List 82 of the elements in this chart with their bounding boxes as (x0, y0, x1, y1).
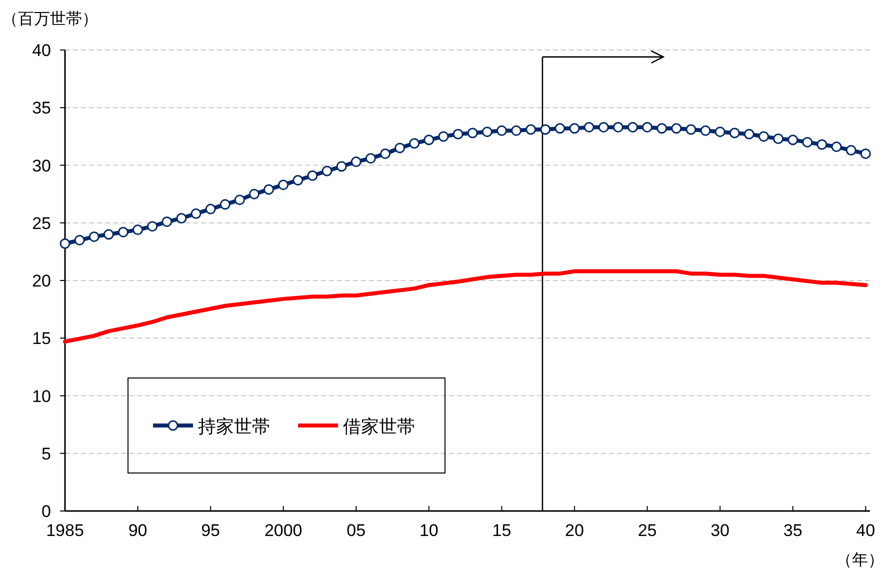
point (642, 122, 653, 132)
point (467, 128, 478, 138)
point (365, 153, 376, 164)
point (612, 122, 624, 132)
legend-label: 持家世帯 (198, 416, 270, 436)
y-tick-label: 15 (32, 329, 51, 348)
x-tick-label: 20 (565, 521, 584, 540)
point (147, 221, 158, 232)
point (190, 208, 202, 219)
point (264, 184, 274, 195)
point (205, 204, 216, 214)
point (322, 166, 332, 176)
point (88, 231, 100, 242)
point (74, 234, 85, 246)
x-tick-label: 10 (419, 521, 438, 540)
x-tick-label: 25 (638, 521, 657, 540)
x-tick-label: 40 (856, 521, 876, 540)
point (758, 131, 769, 142)
point (220, 199, 230, 210)
point (511, 125, 522, 136)
point (162, 216, 172, 227)
legend-label: 借家世帯 (343, 416, 415, 436)
point (350, 156, 362, 168)
point (802, 136, 813, 148)
point (773, 133, 784, 144)
point (438, 131, 449, 142)
point (656, 123, 668, 134)
point (452, 128, 464, 140)
point (496, 125, 507, 136)
point (671, 123, 682, 134)
point (846, 145, 856, 156)
point (248, 188, 260, 200)
y-tick-label: 35 (32, 98, 51, 118)
point (700, 125, 711, 136)
point (118, 226, 128, 238)
point (554, 123, 566, 134)
y-tick-label: 10 (32, 386, 51, 406)
point (686, 124, 696, 135)
point (729, 128, 740, 138)
point (292, 174, 304, 186)
point (176, 213, 187, 224)
point (816, 139, 828, 150)
point (234, 194, 245, 206)
y-tick-label: 25 (32, 214, 51, 233)
point (60, 238, 70, 249)
point (584, 122, 594, 132)
point (103, 229, 114, 240)
point (424, 134, 434, 146)
point (526, 124, 536, 135)
point (132, 224, 144, 236)
y-tick-label: 5 (42, 444, 51, 464)
point (714, 126, 726, 138)
y-tick-label: 30 (32, 156, 51, 176)
x-tick-label: 95 (201, 521, 220, 540)
point (380, 148, 391, 159)
point (540, 124, 551, 135)
point (409, 138, 420, 149)
point (278, 180, 289, 190)
point (307, 170, 318, 181)
x-tick-label: 05 (346, 521, 366, 540)
point (336, 161, 347, 172)
x-tick-label: 30 (710, 521, 730, 540)
point (831, 142, 842, 152)
y-tick-label: 0 (42, 502, 51, 521)
x-tick-label: 15 (492, 521, 512, 540)
point (627, 122, 638, 132)
point (394, 142, 406, 154)
y-tick-label: 40 (32, 41, 51, 60)
line-series (63, 269, 868, 344)
point (569, 123, 580, 134)
point (482, 126, 492, 138)
point (788, 134, 798, 146)
x-tick-label: 1985 (46, 521, 84, 540)
x-axis-title: （年） (836, 552, 884, 568)
y-tick-label: 20 (32, 272, 51, 290)
y-axis-title: （百万世帯） (2, 10, 98, 28)
point (860, 148, 871, 159)
point (744, 128, 754, 140)
x-tick-label: 35 (783, 521, 802, 540)
x-tick-label: 2000 (264, 521, 302, 540)
x-tick-label: 90 (128, 521, 148, 540)
point (598, 122, 609, 132)
